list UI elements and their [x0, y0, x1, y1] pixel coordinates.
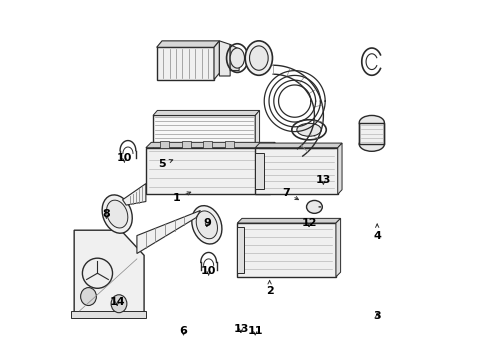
Polygon shape — [269, 142, 274, 194]
Polygon shape — [359, 123, 384, 144]
Polygon shape — [219, 41, 230, 76]
Polygon shape — [70, 311, 145, 318]
Polygon shape — [237, 219, 340, 223]
Ellipse shape — [306, 201, 322, 213]
Polygon shape — [255, 143, 341, 148]
Polygon shape — [156, 41, 219, 47]
Polygon shape — [255, 153, 264, 189]
Ellipse shape — [359, 116, 384, 130]
Polygon shape — [122, 184, 145, 205]
Polygon shape — [145, 142, 274, 148]
Polygon shape — [74, 230, 144, 313]
Ellipse shape — [359, 137, 384, 151]
Polygon shape — [224, 141, 233, 148]
Text: 1: 1 — [172, 192, 190, 203]
Ellipse shape — [230, 48, 244, 68]
Text: 13: 13 — [315, 175, 330, 185]
Text: 14: 14 — [109, 297, 125, 307]
Ellipse shape — [296, 123, 321, 136]
Polygon shape — [153, 111, 259, 116]
Ellipse shape — [82, 258, 112, 288]
Text: 3: 3 — [373, 311, 380, 321]
Polygon shape — [214, 41, 219, 80]
Ellipse shape — [249, 46, 267, 70]
Ellipse shape — [106, 200, 127, 228]
Text: 12: 12 — [301, 218, 316, 228]
Ellipse shape — [81, 288, 96, 306]
Polygon shape — [335, 219, 340, 277]
Text: 10: 10 — [201, 266, 216, 276]
Ellipse shape — [196, 211, 217, 239]
Text: 13: 13 — [233, 324, 248, 334]
Ellipse shape — [191, 206, 222, 244]
Text: 11: 11 — [247, 325, 263, 336]
Polygon shape — [145, 148, 269, 194]
Polygon shape — [137, 211, 200, 253]
Text: 9: 9 — [203, 218, 210, 228]
Polygon shape — [160, 141, 169, 148]
Polygon shape — [237, 223, 335, 277]
Polygon shape — [237, 227, 244, 273]
Ellipse shape — [102, 195, 132, 233]
Text: 4: 4 — [372, 224, 380, 240]
Polygon shape — [153, 116, 255, 151]
Polygon shape — [182, 141, 190, 148]
Polygon shape — [203, 141, 212, 148]
Text: 6: 6 — [179, 325, 187, 336]
Text: 10: 10 — [117, 153, 132, 163]
Polygon shape — [156, 47, 214, 80]
Text: 2: 2 — [265, 280, 273, 296]
Text: 8: 8 — [102, 209, 110, 219]
Polygon shape — [230, 44, 239, 71]
Text: 7: 7 — [281, 188, 298, 200]
Ellipse shape — [244, 41, 272, 75]
Ellipse shape — [111, 295, 126, 313]
Polygon shape — [255, 148, 337, 194]
Polygon shape — [255, 111, 259, 151]
Text: 5: 5 — [158, 159, 172, 169]
Polygon shape — [337, 143, 341, 194]
